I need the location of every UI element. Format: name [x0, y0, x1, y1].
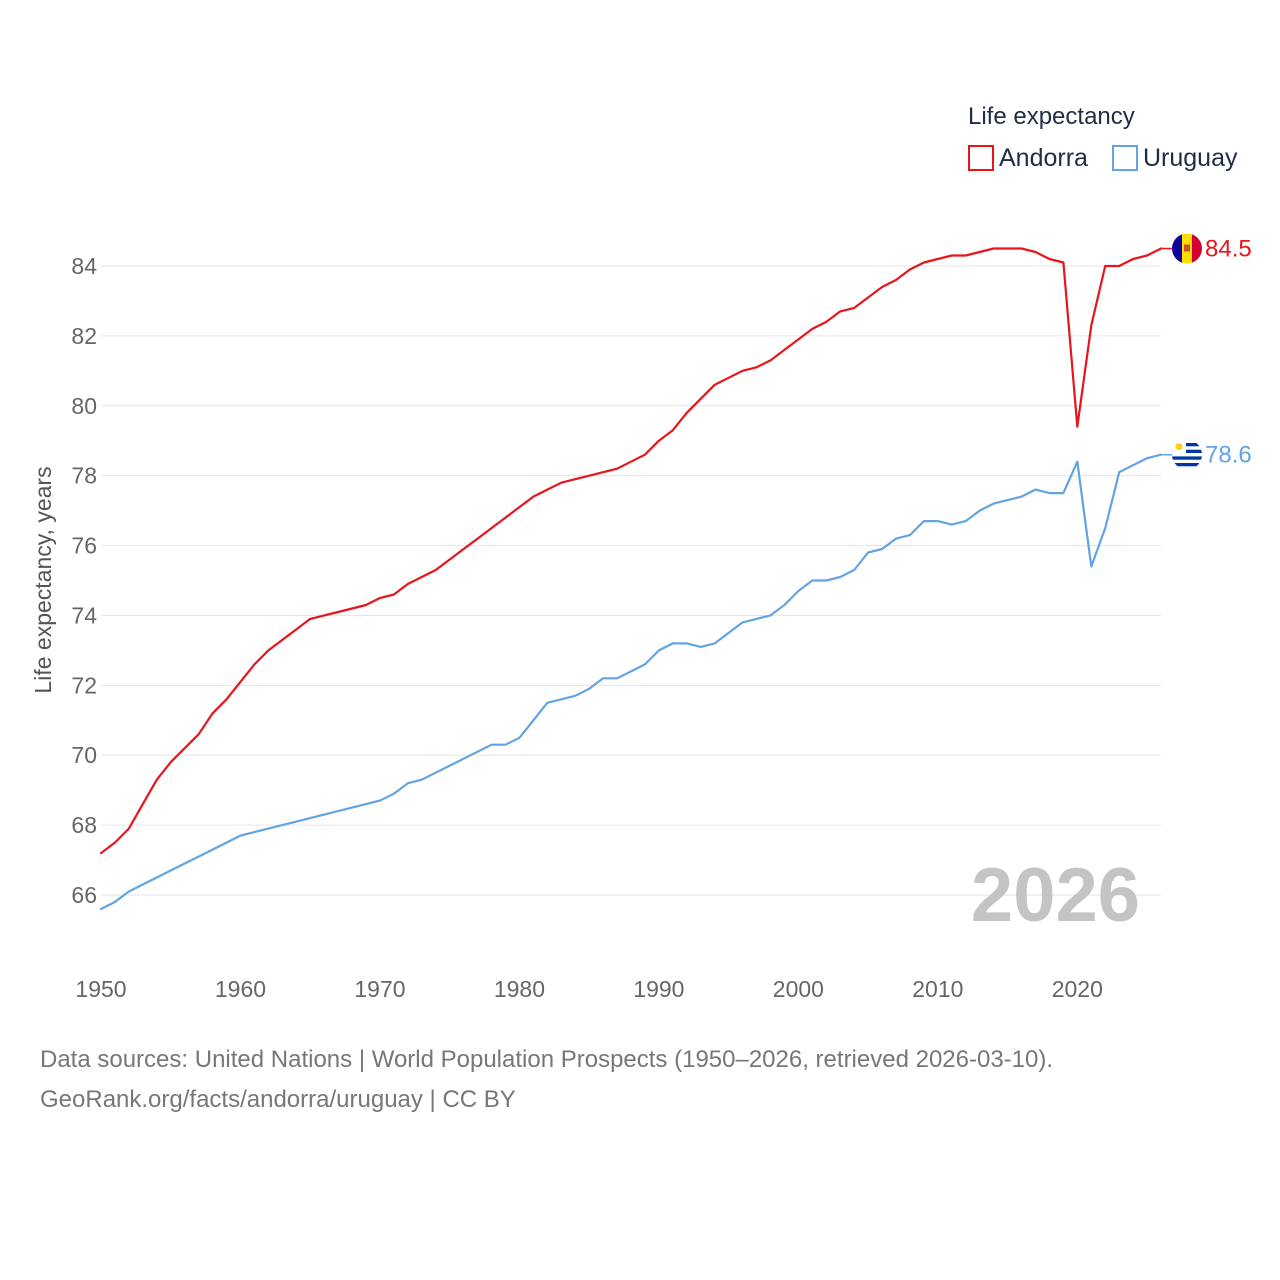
legend-swatch-uruguay — [1112, 145, 1138, 171]
y-tick-label-70: 70 — [71, 742, 97, 768]
x-axis-ticks: 1950 1960 1970 1980 1990 2000 2010 2020 — [75, 976, 1102, 1002]
legend-title: Life expectancy — [968, 103, 1135, 130]
series-layer — [99, 247, 1163, 911]
andorra-end-value: 84.5 — [1205, 236, 1252, 263]
x-tick-label-2000: 2000 — [773, 976, 824, 1002]
source-link[interactable]: GeoRank.org/facts/andorra/uruguay | CC B… — [40, 1086, 516, 1113]
y-axis-title: Life expectancy, years — [30, 466, 56, 693]
legend: Life expectancy Andorra Uruguay — [968, 103, 1238, 172]
life-expectancy-chart: 66 68 70 72 74 76 78 80 82 84 1950 1960 1970 1980 199… — [30, 103, 1252, 1002]
current-year-watermark: 2026 — [971, 853, 1140, 938]
uruguay-end-value: 78.6 — [1205, 442, 1252, 469]
y-tick-label-76: 76 — [71, 533, 97, 559]
x-tick-label-2010: 2010 — [912, 976, 963, 1002]
y-tick-label-74: 74 — [71, 602, 97, 628]
legend-label-uruguay: Uruguay — [1143, 144, 1238, 172]
andorra-end-marker: 84.5 — [1161, 233, 1252, 264]
uruguay-end-marker: 78.6 — [1161, 439, 1252, 470]
y-tick-label-66: 66 — [71, 882, 97, 908]
legend-item-uruguay[interactable]: Uruguay — [1112, 144, 1238, 172]
y-tick-label-72: 72 — [71, 672, 97, 698]
andorra-flag-icon — [1172, 233, 1202, 264]
series-line-uruguay[interactable] — [99, 453, 1163, 911]
y-tick-label-78: 78 — [71, 463, 97, 489]
legend-item-andorra[interactable]: Andorra — [968, 144, 1088, 172]
y-axis-ticks: 66 68 70 72 74 76 78 80 82 84 — [71, 253, 97, 908]
legend-label-andorra: Andorra — [999, 144, 1088, 172]
x-tick-label-1970: 1970 — [354, 976, 405, 1002]
x-tick-label-2020: 2020 — [1052, 976, 1103, 1002]
x-tick-label-1950: 1950 — [75, 976, 126, 1002]
y-tick-label-82: 82 — [71, 323, 97, 349]
x-tick-label-1980: 1980 — [494, 976, 545, 1002]
data-sources-text: Data sources: United Nations | World Pop… — [40, 1046, 1054, 1073]
gridlines — [101, 265, 1161, 896]
series-line-andorra[interactable] — [99, 247, 1163, 855]
uruguay-flag-icon — [1172, 439, 1202, 470]
legend-swatch-andorra — [968, 145, 994, 171]
y-tick-label-68: 68 — [71, 812, 97, 838]
x-tick-label-1960: 1960 — [215, 976, 266, 1002]
y-tick-label-84: 84 — [71, 253, 97, 279]
y-tick-label-80: 80 — [71, 393, 97, 419]
x-tick-label-1990: 1990 — [633, 976, 684, 1002]
footer: Data sources: United Nations | World Pop… — [40, 1040, 1240, 1120]
